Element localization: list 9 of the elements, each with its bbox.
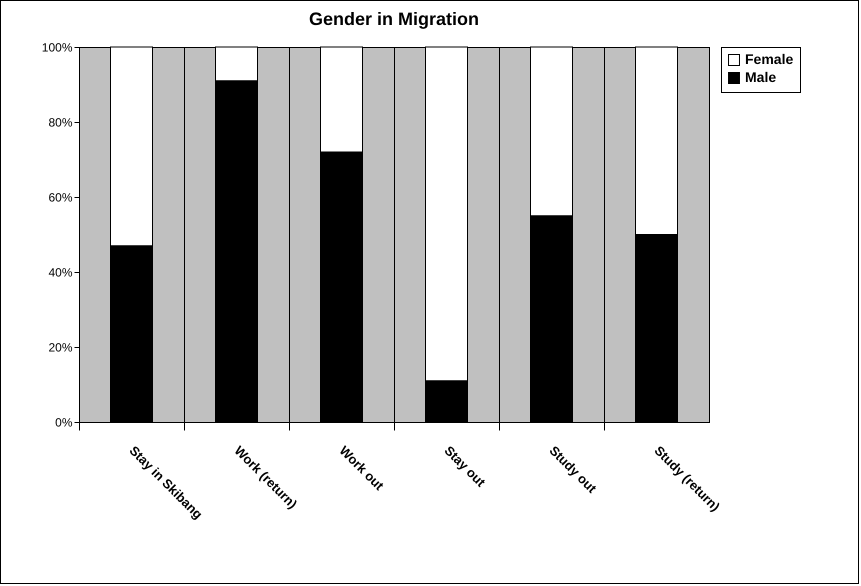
legend-label: Female	[745, 51, 794, 67]
legend-label: Male	[745, 69, 776, 85]
y-tick-label: 20%	[48, 340, 73, 354]
y-tick-label: 100%	[42, 40, 73, 54]
y-tick-label: 40%	[48, 266, 73, 280]
y-tick-label: 80%	[48, 116, 73, 130]
y-tick-label: 0%	[55, 416, 73, 430]
y-tick-label: 60%	[48, 190, 73, 204]
chart-title: Gender in Migration	[308, 9, 480, 29]
